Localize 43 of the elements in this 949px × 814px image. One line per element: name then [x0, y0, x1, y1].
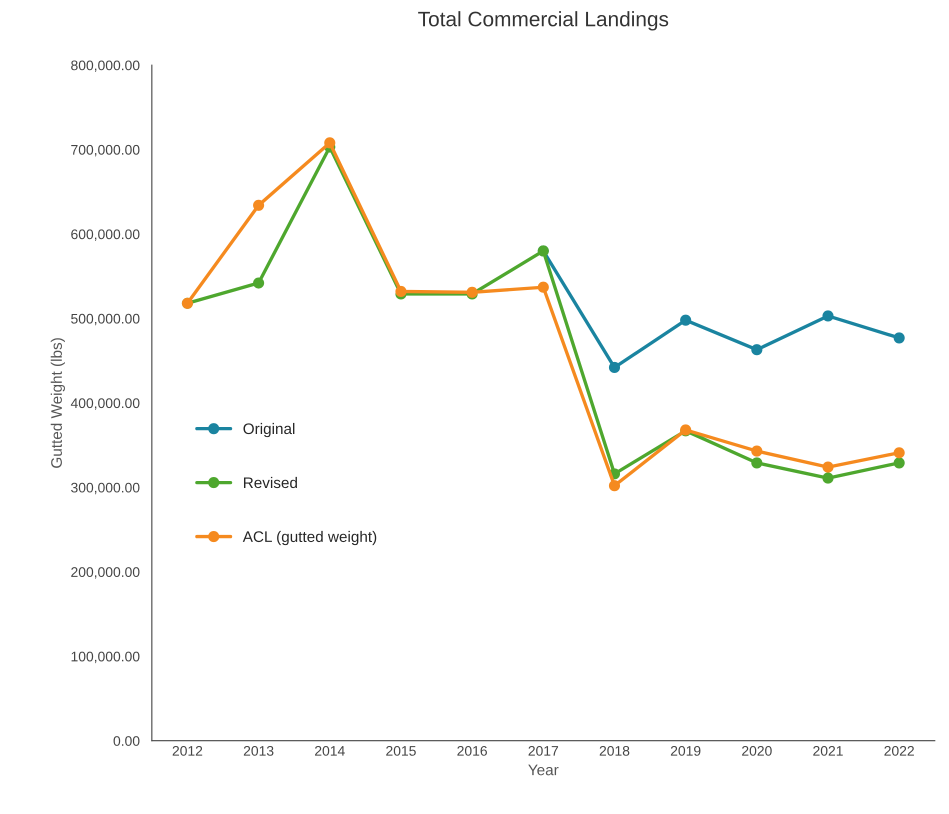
y-tick-label: 600,000.00 — [71, 229, 140, 241]
x-tick-label: 2013 — [244, 746, 274, 756]
point — [822, 310, 834, 322]
y-axis-title: Gutted Weight (lbs) — [50, 338, 65, 468]
legend-label: Revised — [244, 476, 297, 488]
point — [822, 472, 834, 484]
point — [253, 277, 264, 289]
y-tick-label: 400,000.00 — [70, 398, 140, 410]
x-tick-label: 2017 — [528, 746, 558, 756]
x-tick-label: 2019 — [670, 746, 700, 756]
x-tick-label: 2020 — [742, 746, 772, 756]
y-tick-label: 0.00 — [114, 736, 140, 746]
point — [324, 137, 336, 148]
y-tick-label: 200,000.00 — [71, 567, 140, 579]
x-tick-label: 2015 — [386, 746, 416, 756]
x-tick-label: 2014 — [315, 746, 345, 756]
point — [538, 282, 549, 293]
point — [751, 457, 762, 468]
point — [894, 457, 905, 468]
x-tick-label: 2012 — [172, 746, 202, 756]
legend-label: Original — [243, 422, 294, 438]
y-tick-label: 300,000.00 — [71, 482, 140, 494]
x-axis-title: Year — [528, 764, 558, 776]
point — [751, 344, 762, 356]
x-tick-label: 2022 — [884, 746, 914, 756]
point — [751, 446, 762, 457]
y-tick-label: 800,000.00 — [71, 60, 140, 72]
x-tick-label: 2018 — [600, 746, 630, 756]
point — [253, 200, 264, 211]
point — [894, 447, 905, 458]
y-tick-label: 500,000.00 — [71, 314, 140, 326]
y-tick-label: 100,000.00 — [72, 652, 140, 664]
point — [608, 362, 620, 374]
x-tick-label: 2021 — [813, 746, 843, 756]
x-tick-label: 2016 — [457, 746, 487, 756]
point — [395, 286, 407, 298]
point — [680, 314, 692, 326]
point — [822, 462, 834, 473]
y-tick-label: 700,000.00 — [71, 144, 140, 156]
legend-label: ACL (gutted weight) — [242, 530, 376, 546]
point — [608, 480, 620, 492]
chart-title: Total Commercial Landings — [418, 11, 668, 31]
point — [894, 332, 905, 344]
